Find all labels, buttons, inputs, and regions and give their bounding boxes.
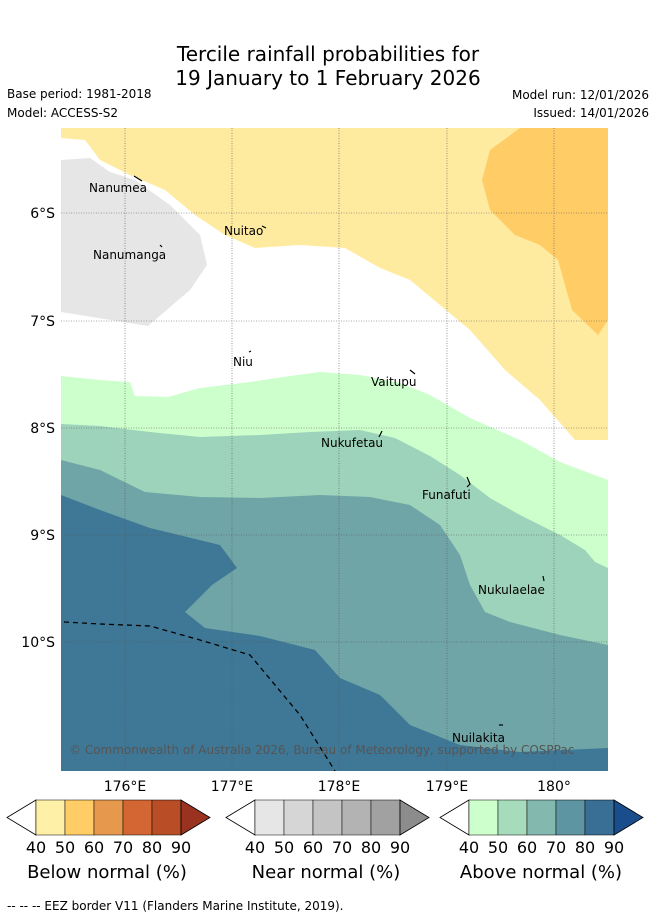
place-label-nukufetau: Nukufetau: [321, 436, 383, 450]
probability-regions: [61, 128, 608, 771]
place-label-nuilakita: Nuilakita: [452, 731, 505, 745]
colorbar-swatch: [312, 799, 343, 836]
colorbar-swatch: [254, 799, 285, 836]
lat-label-10s: 10°S: [21, 635, 55, 651]
colorbar-tick-label: 70: [332, 838, 352, 857]
colorbar-tick-label: 70: [113, 838, 133, 857]
lat-label-8s: 8°S: [30, 421, 55, 437]
colorbar-tick-label: 80: [142, 838, 162, 857]
issued-date: Issued: 14/01/2026: [533, 106, 649, 120]
colorbar-extend-low: [225, 799, 256, 836]
colorbar-tick-label: 90: [390, 838, 410, 857]
colorbar-tick-label: 60: [84, 838, 104, 857]
place-label-funafuti: Funafuti: [422, 488, 471, 502]
place-label-nanumanga: Nanumanga: [93, 248, 166, 262]
region-near-40: [61, 158, 207, 326]
eez-border: [63, 621, 336, 771]
colorbar-extend-high: [399, 799, 430, 836]
colorbar-swatch: [468, 799, 499, 836]
colorbar-tick-label: 90: [604, 838, 624, 857]
colorbar-extend-high: [613, 799, 644, 836]
place-label-nukulaelae: Nukulaelae: [478, 583, 545, 597]
colorbar-swatch: [526, 799, 557, 836]
eez-footer-note: -- -- -- EEZ border V11 (Flanders Marine…: [7, 899, 344, 913]
colorbar-swatch: [151, 799, 182, 836]
place-label-nanumea: Nanumea: [89, 181, 147, 195]
colorbar-swatch: [370, 799, 401, 836]
colorbar-swatch: [555, 799, 586, 836]
place-label-nuitao: Nuitao: [224, 224, 263, 238]
model-run: Model run: 12/01/2026: [511, 88, 649, 102]
model-name: Model: ACCESS-S2: [7, 106, 119, 120]
colorbar-tick-label: 80: [361, 838, 381, 857]
colorbar-tick-label: 80: [575, 838, 595, 857]
colorbar-swatch: [122, 799, 153, 836]
lon-label-179e: 179°E: [426, 779, 469, 795]
colorbar-below-normal: 40 50 60 70 80 90: [6, 799, 211, 857]
colorbar-swatch: [283, 799, 314, 836]
lat-label-7s: 7°S: [30, 314, 55, 330]
colorbar-label-near: Near normal (%): [251, 862, 401, 883]
colorbar-swatch: [497, 799, 528, 836]
colorbar-label-below: Below normal (%): [27, 862, 187, 883]
colorbar-tick-label: 50: [488, 838, 508, 857]
region-below-40: [61, 128, 608, 440]
lon-label-178e: 178°E: [318, 779, 361, 795]
place-label-niu: Niu: [233, 355, 253, 369]
colorbar-tick-label: 90: [171, 838, 191, 857]
colorbar-tick-label: 60: [517, 838, 537, 857]
colorbar-near-normal: 40 50 60 70 80 90: [225, 799, 430, 857]
colorbar-swatch: [35, 799, 66, 836]
colorbar-swatch: [64, 799, 95, 836]
colorbar-extend-high: [180, 799, 211, 836]
graticule: [61, 128, 608, 771]
colorbar-tick-label: 40: [459, 838, 479, 857]
colorbar-tick-label: 50: [55, 838, 75, 857]
colorbar-swatch: [341, 799, 372, 836]
colorbar-extend-low: [6, 799, 37, 836]
map-title-line2: 19 January to 1 February 2026: [175, 66, 481, 90]
colorbar-swatch: [93, 799, 124, 836]
lon-label-176e: 176°E: [104, 779, 147, 795]
colorbar-swatch: [584, 799, 615, 836]
place-label-vaitupu: Vaitupu: [371, 375, 417, 389]
lat-label-9s: 9°S: [30, 528, 55, 544]
region-below-50: [482, 128, 608, 335]
colorbar-above-normal: 40 50 60 70 80 90: [439, 799, 644, 857]
copyright-notice: © Commonwealth of Australia 2026, Bureau…: [69, 743, 574, 757]
colorbar-tick-label: 40: [26, 838, 46, 857]
lat-label-6s: 6°S: [30, 206, 55, 222]
lon-label-177e: 177°E: [211, 779, 254, 795]
colorbar-extend-low: [439, 799, 470, 836]
islands: [133, 175, 545, 726]
colorbar-tick-label: 70: [546, 838, 566, 857]
base-period: Base period: 1981-2018: [7, 87, 152, 101]
colorbar-tick-label: 50: [274, 838, 294, 857]
colorbar-tick-label: 40: [245, 838, 265, 857]
map-title-line1: Tercile rainfall probabilities for: [176, 42, 480, 66]
region-above-70: [61, 495, 608, 771]
lon-label-180: 180°: [537, 779, 571, 795]
colorbar-label-above: Above normal (%): [459, 862, 623, 883]
colorbar-tick-label: 60: [303, 838, 323, 857]
